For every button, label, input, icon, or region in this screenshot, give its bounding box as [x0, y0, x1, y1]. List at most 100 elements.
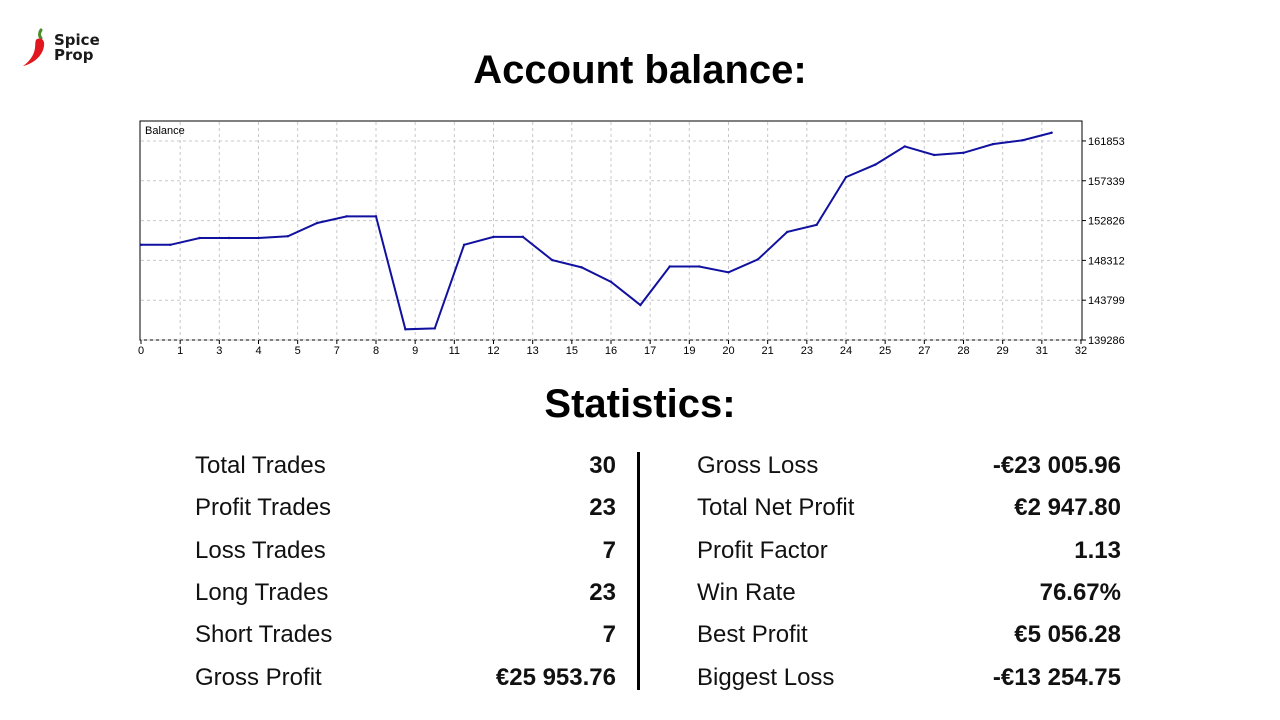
brand-line-1: Spice: [54, 31, 100, 49]
stat-value: 30: [589, 452, 616, 479]
stat-value: €2 947.80: [1014, 494, 1121, 521]
x-tick-label: 19: [683, 345, 695, 357]
x-tick-label: 27: [918, 345, 930, 357]
y-tick-label: 139286: [1088, 335, 1125, 347]
balance-point: [844, 175, 848, 179]
x-tick-label: 8: [373, 345, 379, 357]
y-tick-label: 143799: [1088, 295, 1125, 307]
chili-pepper-icon: [23, 28, 45, 66]
x-tick-label: 20: [722, 345, 734, 357]
balance-point: [286, 235, 290, 238]
x-tick-label: 9: [412, 345, 418, 357]
x-tick-label: 3: [216, 345, 222, 357]
balance-series-line: [141, 131, 1052, 331]
x-tick-label: 32: [1075, 345, 1087, 357]
balance-point: [815, 223, 818, 227]
balance-point: [551, 258, 554, 262]
stat-label: Gross Loss: [697, 452, 819, 479]
x-axis: 0 1 3 4 5 7 8 9 11 12 13 15 16 17 19 20 21 23 24 25 27 28 29 31…: [138, 340, 1087, 357]
x-tick-label: 21: [762, 345, 774, 357]
balance-point: [433, 327, 436, 330]
stat-value: 7: [602, 537, 616, 564]
y-tick-label: 157339: [1088, 176, 1125, 188]
balance-point: [932, 153, 936, 157]
brand-line-2: Prop: [54, 46, 94, 64]
brand-logo: Spice Prop: [20, 28, 100, 68]
balance-point: [697, 265, 701, 268]
stat-label: Profit Factor: [697, 537, 828, 564]
chart-title: Balance: [145, 125, 185, 137]
balance-point: [903, 145, 906, 148]
stat-label: Best Profit: [697, 621, 808, 648]
balance-point: [345, 215, 348, 218]
x-tick-label: 1: [177, 345, 183, 357]
stat-label: Loss Trades: [195, 537, 326, 564]
x-tick-label: 31: [1036, 345, 1048, 357]
balance-point: [404, 328, 407, 331]
brand-name: Spice Prop: [54, 33, 100, 63]
x-tick-label: 12: [487, 345, 499, 357]
balance-point: [462, 243, 466, 246]
stat-value: 23: [589, 579, 616, 606]
stat-label: Biggest Loss: [697, 664, 835, 691]
y-tick-label: 152826: [1088, 216, 1125, 228]
stat-value: -€23 005.96: [992, 452, 1121, 479]
stat-value: -€13 254.75: [992, 664, 1121, 691]
balance-point: [316, 221, 319, 225]
x-tick-label: 13: [527, 345, 539, 357]
stat-label: Gross Profit: [195, 664, 322, 691]
x-tick-label: 16: [605, 345, 617, 357]
balance-point: [521, 235, 525, 239]
balance-point: [492, 235, 495, 239]
balance-point: [991, 142, 995, 146]
stat-value: 1.13: [1074, 537, 1121, 564]
statistics-heading: Statistics:: [544, 382, 736, 426]
balance-point: [198, 236, 201, 240]
stat-label: Profit Trades: [195, 494, 332, 521]
balance-point: [668, 265, 671, 268]
balance-point: [169, 243, 172, 246]
statistics-divider: [637, 452, 640, 690]
x-tick-label: 29: [997, 345, 1009, 357]
stat-label: Win Rate: [697, 579, 796, 606]
x-tick-label: 24: [840, 345, 852, 357]
x-tick-label: 28: [957, 345, 969, 357]
balance-point: [786, 230, 789, 234]
stat-value: 23: [589, 494, 616, 521]
balance-point: [727, 271, 730, 274]
balance-point: [639, 303, 642, 307]
balance-point: [139, 243, 143, 246]
x-tick-label: 4: [255, 345, 261, 357]
x-tick-label: 23: [801, 345, 813, 357]
balance-point: [257, 236, 260, 240]
y-tick-label: 148312: [1088, 255, 1125, 267]
balance-points: [139, 131, 1053, 331]
stat-value: 7: [602, 621, 616, 648]
stat-value: 76.67%: [1039, 579, 1121, 606]
balance-point: [609, 280, 613, 284]
stat-label: Total Net Profit: [697, 494, 855, 521]
y-tick-label: 161853: [1088, 136, 1125, 148]
balance-point: [580, 266, 583, 269]
y-axis: 161853 157339 152826 148312 143799 139286: [1082, 136, 1125, 347]
x-tick-label: 25: [879, 345, 891, 357]
stat-value: €25 953.76: [495, 664, 616, 691]
balance-point: [227, 236, 231, 240]
stat-value: €5 056.28: [1014, 621, 1121, 648]
balance-point: [374, 215, 378, 218]
x-tick-label: 11: [449, 345, 460, 357]
account-balance-heading: Account balance:: [473, 48, 807, 92]
x-tick-label: 15: [566, 345, 578, 357]
x-tick-label: 7: [334, 345, 340, 357]
x-tick-label: 5: [295, 345, 301, 357]
balance-point: [962, 151, 965, 154]
x-tick-label: 17: [644, 345, 656, 357]
balance-point: [874, 163, 877, 166]
stat-label: Short Trades: [195, 621, 333, 648]
balance-point: [756, 258, 760, 261]
stat-label: Long Trades: [195, 579, 329, 606]
balance-point: [1021, 139, 1024, 142]
stat-label: Total Trades: [195, 452, 326, 479]
x-tick-label: 0: [138, 345, 144, 357]
